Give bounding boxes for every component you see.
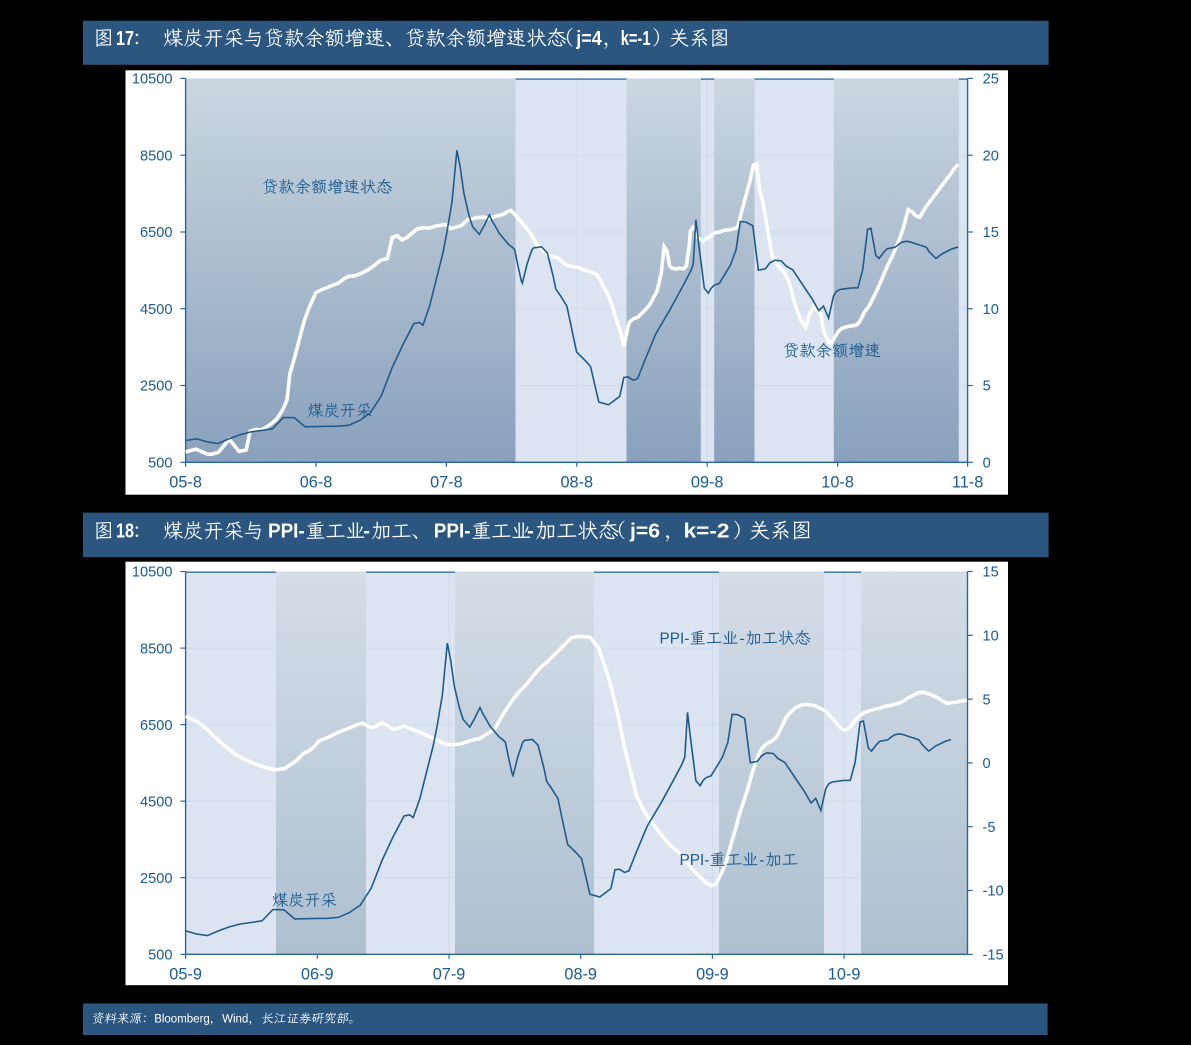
svg-text:PPI-: PPI-: [660, 631, 690, 648]
svg-text:25: 25: [983, 72, 999, 88]
svg-text:-5: -5: [983, 820, 996, 836]
svg-text:j=4: j=4: [575, 28, 602, 50]
svg-text:-10: -10: [983, 884, 1004, 900]
svg-text:8500: 8500: [140, 148, 172, 164]
svg-text:15: 15: [983, 225, 999, 241]
svg-text:5: 5: [983, 379, 991, 395]
svg-text:0: 0: [983, 456, 991, 472]
svg-text:08-8: 08-8: [561, 474, 594, 492]
svg-text:6500: 6500: [140, 718, 172, 734]
svg-text:-: -: [759, 852, 764, 869]
svg-text:07-9: 07-9: [433, 966, 466, 984]
svg-text:-: -: [527, 521, 534, 543]
svg-text:-15: -15: [983, 948, 1004, 964]
svg-text:2500: 2500: [140, 379, 172, 395]
svg-text:j=6: j=6: [629, 521, 660, 543]
svg-text:10-8: 10-8: [821, 474, 854, 492]
svg-text:18: 18: [116, 521, 134, 543]
svg-text:10500: 10500: [132, 565, 173, 581]
svg-text:05-9: 05-9: [169, 966, 202, 984]
svg-text:0: 0: [983, 756, 991, 772]
svg-text:08-9: 08-9: [564, 966, 597, 984]
svg-text:11-8: 11-8: [952, 474, 983, 492]
svg-text:8500: 8500: [140, 641, 172, 657]
svg-text:Bloomberg: Bloomberg: [154, 1014, 210, 1026]
svg-text:09-9: 09-9: [696, 966, 729, 984]
svg-text:06-9: 06-9: [301, 966, 334, 984]
svg-text:k=-2: k=-2: [684, 521, 730, 543]
svg-text:Wind: Wind: [222, 1014, 248, 1026]
svg-text:07-8: 07-8: [430, 474, 463, 492]
svg-text:-: -: [739, 631, 744, 648]
svg-text:06-8: 06-8: [300, 474, 333, 492]
svg-text:PPI-: PPI-: [680, 852, 710, 869]
svg-text:10: 10: [983, 302, 999, 318]
svg-text:-: -: [363, 521, 370, 543]
svg-text:10500: 10500: [132, 72, 173, 88]
svg-text:09-8: 09-8: [691, 474, 724, 492]
svg-text:20: 20: [983, 148, 999, 164]
svg-text:PPI-: PPI-: [268, 521, 305, 543]
svg-text:k=-1: k=-1: [621, 28, 651, 50]
svg-text:2500: 2500: [140, 871, 172, 887]
svg-text:4500: 4500: [140, 794, 172, 810]
svg-text:10: 10: [983, 629, 999, 645]
svg-text:500: 500: [148, 948, 172, 964]
svg-text:5: 5: [983, 692, 991, 708]
svg-text:6500: 6500: [140, 225, 172, 241]
svg-text:10-9: 10-9: [828, 966, 861, 984]
svg-text:17: 17: [116, 28, 134, 50]
svg-text:PPI-: PPI-: [434, 521, 471, 543]
svg-text:4500: 4500: [140, 302, 172, 318]
svg-text:05-8: 05-8: [169, 474, 202, 492]
svg-text:500: 500: [148, 456, 172, 472]
svg-text:15: 15: [983, 565, 999, 581]
